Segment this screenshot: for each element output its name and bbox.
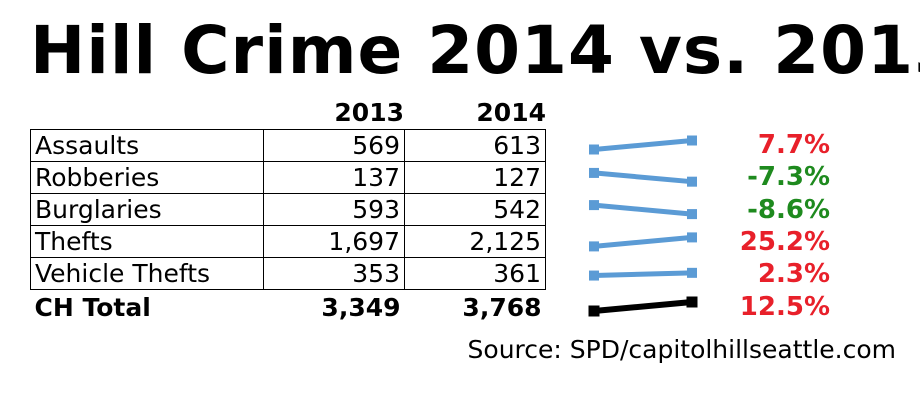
sparkline-3 bbox=[593, 234, 693, 249]
value-2014: 2,125 bbox=[404, 225, 546, 258]
chart-title: Hill Crime 2014 vs. 2013 bbox=[30, 12, 920, 89]
value-2013: 569 bbox=[263, 129, 405, 162]
sparkline-marker-start bbox=[588, 305, 600, 317]
total-2014: 3,768 bbox=[462, 292, 542, 322]
sparkline-marker-start bbox=[589, 241, 599, 252]
category-label: Vehicle Thefts bbox=[30, 257, 264, 290]
table-row-robberies: Robberies 137 127 bbox=[30, 161, 546, 194]
sparkline-4 bbox=[593, 270, 693, 279]
sparkline-1 bbox=[593, 170, 693, 185]
percent-change: 7.7% bbox=[757, 130, 830, 160]
table-row-assaults: Assaults 569 613 bbox=[30, 129, 546, 162]
sparkline-marker-end bbox=[686, 296, 698, 308]
value-2013: 353 bbox=[263, 257, 405, 290]
table-row-total: CH Total 3,349 3,768 bbox=[31, 290, 546, 325]
value-2014: 613 bbox=[404, 129, 546, 162]
sparkline-marker-end bbox=[687, 267, 697, 278]
sparkline-0 bbox=[593, 138, 693, 152]
sparkline-marker-end bbox=[687, 209, 697, 220]
sparkline-total bbox=[593, 299, 693, 314]
sparkline-marker-start bbox=[589, 167, 599, 178]
sparklines bbox=[588, 135, 698, 317]
sparkline-marker-end bbox=[687, 232, 697, 243]
sparkline-marker-end bbox=[687, 135, 697, 146]
sparkline-marker-start bbox=[589, 270, 599, 281]
category-label: Assaults bbox=[30, 129, 264, 162]
percent-change: 25.2% bbox=[739, 226, 830, 257]
column-header-2014: 2014 bbox=[476, 98, 546, 127]
value-2013: 137 bbox=[263, 161, 405, 194]
sparkline-marker-end bbox=[687, 176, 697, 187]
percent-change: 2.3% bbox=[757, 259, 830, 290]
percent-change-total: 12.5% bbox=[739, 291, 830, 322]
category-label: Burglaries bbox=[30, 193, 264, 226]
table-row-thefts: Thefts 1,697 2,125 bbox=[30, 225, 546, 258]
sparkline-2 bbox=[593, 202, 693, 217]
value-2013: 593 bbox=[263, 193, 405, 226]
total-2013: 3,349 bbox=[321, 292, 401, 322]
percent-change: -7.3% bbox=[747, 162, 830, 193]
total-label: CH Total bbox=[34, 292, 151, 322]
crime-table: Assaults 569 613 Robberies 137 127 Burgl… bbox=[30, 129, 546, 324]
source-credit: Source: SPD/capitolhillseattle.com bbox=[467, 335, 896, 364]
category-label: Robberies bbox=[30, 161, 264, 194]
column-header-2013: 2013 bbox=[334, 98, 404, 127]
value-2014: 361 bbox=[404, 257, 546, 290]
value-2014: 542 bbox=[404, 193, 546, 226]
table-row-burglaries: Burglaries 593 542 bbox=[30, 193, 546, 226]
percent-change: -8.6% bbox=[747, 194, 830, 225]
value-2013: 1,697 bbox=[263, 225, 405, 258]
sparkline-marker-start bbox=[589, 200, 599, 211]
value-2014: 127 bbox=[404, 161, 546, 194]
category-label: Thefts bbox=[30, 225, 264, 258]
sparkline-marker-start bbox=[589, 144, 599, 155]
table-row-vehicle-thefts: Vehicle Thefts 353 361 bbox=[30, 257, 546, 290]
